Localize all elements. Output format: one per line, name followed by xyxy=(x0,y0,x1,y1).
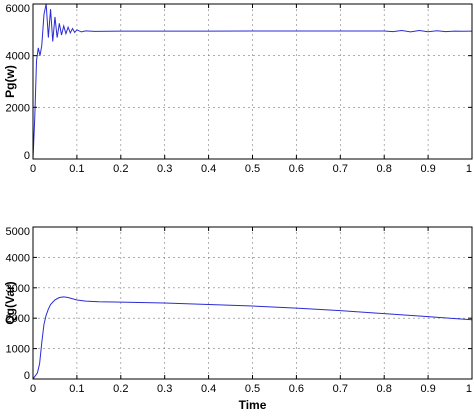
y-tick-label: 2000 xyxy=(6,102,30,114)
y-tick-labels: 0 2000 4000 6000 xyxy=(6,3,30,162)
x-tick-label: 0.8 xyxy=(377,383,392,395)
x-tick-label: 0.9 xyxy=(420,163,435,175)
x-tick-labels: 0 0.1 0.2 0.3 0.4 0.5 0.6 0.7 0.8 0.9 1 xyxy=(30,163,472,175)
series-line-pg xyxy=(32,3,473,160)
y-tick-label: 3000 xyxy=(6,283,30,295)
x-tick-label: 0.3 xyxy=(157,163,172,175)
series-line-qg xyxy=(32,296,473,380)
x-tick-labels: 0 0.1 0.2 0.3 0.4 0.5 0.6 0.7 0.8 0.9 1 xyxy=(30,383,472,395)
x-tick-label: 0.2 xyxy=(113,383,128,395)
x-tick-label: 0.4 xyxy=(201,163,216,175)
y-tick-labels: 0 1000 2000 3000 4000 5000 xyxy=(6,226,30,382)
y-tick-label: 0 xyxy=(24,150,30,162)
x-tick-label: 0.6 xyxy=(289,163,304,175)
x-tick-label: 0.9 xyxy=(420,383,435,395)
chart-panel-top: 0 0.1 0.2 0.3 0.4 0.5 0.6 0.7 0.8 0.9 1 0 2000 4000 6… xyxy=(3,3,473,175)
x-axis-label: Time xyxy=(239,398,267,412)
x-tick-label: 0.1 xyxy=(69,383,84,395)
x-tick-label: 0.8 xyxy=(377,163,392,175)
x-tick-label: 0.1 xyxy=(69,163,84,175)
y-tick-label: 4000 xyxy=(6,252,30,264)
x-tick-label: 1 xyxy=(466,383,472,395)
y-tick-label: 1000 xyxy=(6,344,30,356)
x-tick-label: 0.6 xyxy=(289,383,304,395)
tick-marks xyxy=(32,3,473,160)
x-tick-label: 0.2 xyxy=(113,163,128,175)
x-tick-label: 0 xyxy=(30,383,36,395)
x-tick-label: 0.7 xyxy=(333,163,348,175)
y-axis-label: Pg(w) xyxy=(3,65,17,98)
x-tick-label: 1 xyxy=(466,163,472,175)
tick-marks xyxy=(32,226,473,380)
grid-lines xyxy=(33,227,472,379)
y-tick-label: 4000 xyxy=(6,51,30,63)
chart-panel-bottom: 0 0.1 0.2 0.3 0.4 0.5 0.6 0.7 0.8 0.9 1 0 1000 2000 3… xyxy=(3,226,473,412)
x-tick-label: 0.3 xyxy=(157,383,172,395)
y-tick-label: 0 xyxy=(24,370,30,382)
x-tick-label: 0 xyxy=(30,163,36,175)
x-tick-label: 0.5 xyxy=(245,163,260,175)
x-tick-label: 0.4 xyxy=(201,383,216,395)
x-tick-label: 0.7 xyxy=(333,383,348,395)
y-tick-label: 5000 xyxy=(6,226,30,238)
grid-lines xyxy=(33,4,472,159)
y-tick-label: 2000 xyxy=(6,313,30,325)
y-tick-label: 6000 xyxy=(6,3,30,15)
x-tick-label: 0.5 xyxy=(245,383,260,395)
y-axis-label: Qg(Var) xyxy=(3,281,17,324)
